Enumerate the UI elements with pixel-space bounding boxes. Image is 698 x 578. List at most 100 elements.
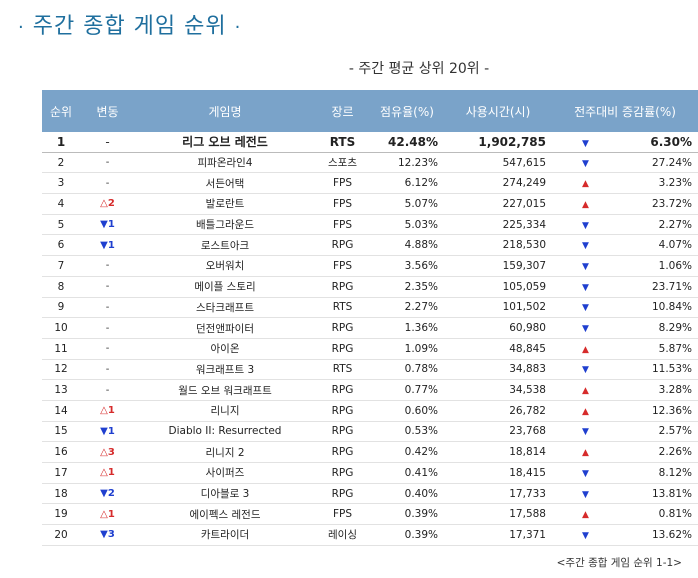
cell-rate: ▼ 11.53% xyxy=(552,359,698,381)
cell-rate: ▼ 10.84% xyxy=(552,297,698,319)
cell-genre: RPG xyxy=(315,462,370,484)
cell-game: 월드 오브 워크래프트 xyxy=(135,379,315,401)
table-row: 7 - 오버워치 FPS 3.56% 159,307 ▼ 1.06% xyxy=(42,255,698,277)
cell-share: 6.12% xyxy=(370,172,444,195)
cell-hours: 48,845 xyxy=(444,338,552,360)
ranking-table: 순위 변동 게임명 장르 점유율(%) 사용시간(시) 전주대비 증감률(%) … xyxy=(42,90,698,546)
triangle-up-icon: ▲ xyxy=(582,510,589,521)
cell-genre: FPS xyxy=(315,255,370,277)
table-row: 1 - 리그 오브 레전드 RTS 42.48% 1,902,785 ▼ 6.30% xyxy=(42,132,698,153)
cell-rank: 3 xyxy=(42,172,80,195)
page-title: · 주간 종합 게임 순위 · xyxy=(18,10,241,44)
rate-value: 10.84% xyxy=(651,301,692,314)
cell-genre: RPG xyxy=(315,276,370,298)
table-row: 20 ▼3 카트라이더 레이싱 0.39% 17,371 ▼ 13.62% xyxy=(42,524,698,546)
cell-genre: RPG xyxy=(315,234,370,257)
change-value: 1 xyxy=(107,508,115,520)
table-row: 18 ▼2 디아블로 3 RPG 0.40% 17,733 ▼ 13.81% xyxy=(42,483,698,505)
cell-rate: ▼ 23.71% xyxy=(552,276,698,298)
cell-change: △1 xyxy=(80,462,135,484)
cell-rate: ▼ 1.06% xyxy=(552,255,698,277)
cell-game: 메이플 스토리 xyxy=(135,276,315,298)
title-text: 주간 종합 게임 순위 xyxy=(32,14,227,39)
table-row: 9 - 스타크래프트 RTS 2.27% 101,502 ▼ 10.84% xyxy=(42,297,698,319)
change-value: 2 xyxy=(107,198,115,210)
triangle-up-outline-icon: △ xyxy=(100,405,108,417)
change-value: - xyxy=(105,363,110,375)
cell-genre: RPG xyxy=(315,421,370,443)
cell-genre: FPS xyxy=(315,214,370,236)
triangle-down-icon: ▼ xyxy=(100,425,108,437)
cell-game: 서든어택 xyxy=(135,172,315,195)
rate-value: 4.07% xyxy=(658,239,692,252)
change-value: - xyxy=(105,260,110,272)
change-value: 1 xyxy=(107,219,115,231)
header-hours: 사용시간(시) xyxy=(444,90,552,132)
cell-hours: 23,768 xyxy=(444,421,552,443)
footer-caption: <주간 종합 게임 순위 1-1> xyxy=(556,557,682,569)
cell-rank: 8 xyxy=(42,276,80,298)
cell-game: 스타크래프트 xyxy=(135,297,315,319)
cell-genre: RPG xyxy=(315,400,370,422)
header-rate: 전주대비 증감률(%) xyxy=(552,90,698,132)
table-row: 2 - 피파온라인4 스포츠 12.23% 547,615 ▼ 27.24% xyxy=(42,152,698,174)
rate-value: 23.71% xyxy=(651,280,692,293)
cell-genre: RPG xyxy=(315,317,370,339)
cell-hours: 547,615 xyxy=(444,152,552,174)
cell-rank: 9 xyxy=(42,297,80,319)
cell-change: - xyxy=(80,152,135,174)
cell-share: 3.56% xyxy=(370,255,444,277)
cell-genre: 레이싱 xyxy=(315,524,370,546)
cell-change: - xyxy=(80,172,135,195)
header-share: 점유율(%) xyxy=(370,90,444,132)
cell-rate: ▼ 4.07% xyxy=(552,234,698,257)
cell-rate: ▼ 27.24% xyxy=(552,152,698,174)
change-value: - xyxy=(105,134,110,149)
cell-hours: 17,733 xyxy=(444,483,552,505)
change-value: 1 xyxy=(107,239,115,251)
table-row: 13 - 월드 오브 워크래프트 RPG 0.77% 34,538 ▲ 3.28% xyxy=(42,379,698,401)
triangle-down-icon: ▼ xyxy=(582,530,589,541)
triangle-up-icon: ▲ xyxy=(582,344,589,355)
cell-hours: 26,782 xyxy=(444,400,552,422)
cell-rate: ▲ 2.26% xyxy=(552,441,698,463)
rate-value: 11.53% xyxy=(651,363,692,376)
change-value: 3 xyxy=(107,529,115,541)
cell-rank: 11 xyxy=(42,338,80,360)
table-row: 19 △1 에이펙스 레전드 FPS 0.39% 17,588 ▲ 0.81% xyxy=(42,503,698,526)
cell-share: 4.88% xyxy=(370,234,444,257)
cell-share: 0.39% xyxy=(370,524,444,546)
cell-game: 피파온라인4 xyxy=(135,152,315,174)
table-row: 5 ▼1 배틀그라운드 FPS 5.03% 225,334 ▼ 2.27% xyxy=(42,214,698,236)
cell-game: 리그 오브 레전드 xyxy=(135,132,315,153)
cell-rate: ▲ 5.87% xyxy=(552,338,698,360)
change-value: - xyxy=(105,343,110,355)
cell-game: 에이펙스 레전드 xyxy=(135,503,315,526)
cell-rank: 18 xyxy=(42,483,80,505)
title-bullet-left: · xyxy=(18,17,25,38)
cell-genre: FPS xyxy=(315,193,370,215)
cell-rank: 2 xyxy=(42,152,80,174)
cell-rank: 14 xyxy=(42,400,80,422)
cell-rank: 1 xyxy=(42,132,80,153)
cell-genre: FPS xyxy=(315,172,370,195)
change-value: 1 xyxy=(107,405,115,417)
rate-value: 2.57% xyxy=(658,425,692,438)
cell-hours: 105,059 xyxy=(444,276,552,298)
rate-value: 5.87% xyxy=(658,342,692,355)
cell-change: ▼2 xyxy=(80,483,135,505)
rate-value: 6.30% xyxy=(650,134,692,149)
change-value: - xyxy=(105,281,110,293)
cell-share: 0.77% xyxy=(370,379,444,401)
cell-rate: ▲ 12.36% xyxy=(552,400,698,422)
cell-change: - xyxy=(80,338,135,360)
cell-change: ▼1 xyxy=(80,214,135,236)
triangle-down-icon: ▼ xyxy=(582,158,589,169)
cell-genre: RPG xyxy=(315,483,370,505)
rate-value: 13.62% xyxy=(651,528,692,541)
cell-share: 0.60% xyxy=(370,400,444,422)
cell-hours: 17,371 xyxy=(444,524,552,546)
table-row: 3 - 서든어택 FPS 6.12% 274,249 ▲ 3.23% xyxy=(42,172,698,195)
cell-rate: ▲ 3.23% xyxy=(552,172,698,195)
rate-value: 8.29% xyxy=(658,322,692,335)
